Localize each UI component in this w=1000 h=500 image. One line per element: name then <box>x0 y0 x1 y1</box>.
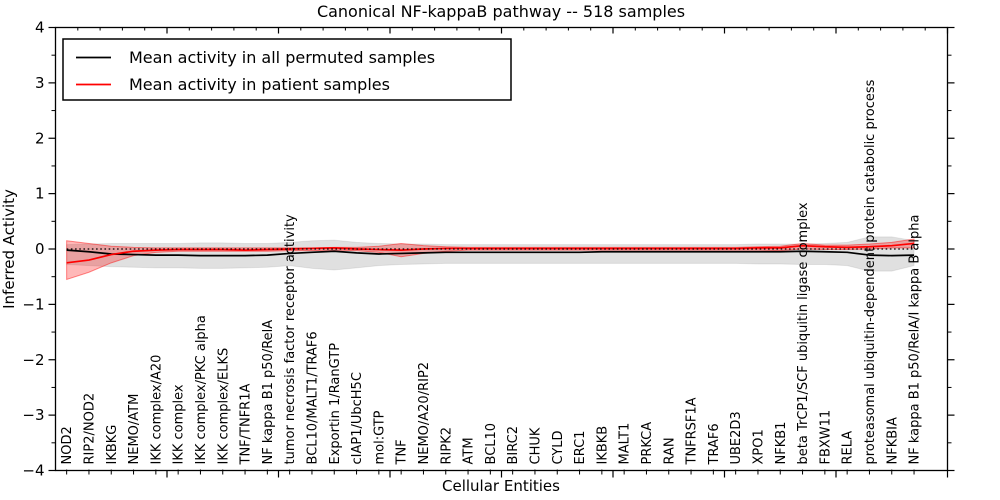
x-category-label: IKBKG <box>105 425 120 465</box>
x-category-label: IKK complex <box>172 384 187 464</box>
y-tick-label: −4 <box>22 462 44 480</box>
x-category-label: RELA <box>841 431 856 465</box>
y-tick-label: 0 <box>35 240 45 258</box>
x-category-label: NF kappa B1 p50/RelA <box>261 320 276 465</box>
y-tick-label: 3 <box>35 74 45 92</box>
axes-layer <box>48 26 955 478</box>
x-category-label: PRKCA <box>640 422 655 465</box>
x-category-label: NFKB1 <box>774 422 789 465</box>
x-category-label: IKK complex/ELKS <box>216 348 231 465</box>
x-category-label: BIRC2 <box>506 426 521 465</box>
legend-box <box>62 38 512 101</box>
lines-layer <box>66 242 915 264</box>
x-category-label: RIPK2 <box>439 427 454 465</box>
line-permuted_mean <box>66 249 915 257</box>
x-category-label: mol:GTP <box>372 410 387 464</box>
x-axis-label: Cellular Entities <box>442 477 560 495</box>
x-category-label: NFKBIA <box>885 417 900 464</box>
y-tick-label: 1 <box>35 185 45 203</box>
legend: Mean activity in all permuted samples Me… <box>62 38 512 101</box>
x-category-label: NOD2 <box>60 426 75 464</box>
x-category-label: BCL10/MALT1/TRAF6 <box>305 331 320 464</box>
x-category-label: beta TrCP1/SCF ubiquitin ligase complex <box>796 202 811 464</box>
x-category-label: ERC1 <box>573 431 588 465</box>
x-category-label: TNF <box>395 439 410 465</box>
x-category-label: RAN <box>662 437 677 464</box>
x-category-label: NEMO/ATM <box>127 394 142 465</box>
y-tick-label: −2 <box>22 351 44 369</box>
y-axis-label: Inferred Activity <box>0 189 18 309</box>
y-tick-label: −3 <box>22 406 44 424</box>
x-category-label: TNFRSF1A <box>685 397 700 465</box>
x-category-label: CHUK <box>528 427 543 464</box>
x-category-label: Exportin 1/RanGTP <box>328 343 343 465</box>
x-category-label: RIP2/NOD2 <box>82 393 97 465</box>
y-tick-label: −1 <box>22 295 44 313</box>
x-category-label: FBXW11 <box>818 410 833 465</box>
x-category-label: IKK complex/A20 <box>149 355 164 465</box>
tick-labels-layer: 4 3 2 1 0 −1 −2 −3 −4 NOD2 RIP2/NOD2 IKBKG NEMO/ATM I… <box>22 19 922 480</box>
y-tick-label: 2 <box>35 129 45 147</box>
x-category-label: MALT1 <box>618 423 633 465</box>
x-category-label: TRAF6 <box>707 423 722 465</box>
y-tick-label: 4 <box>35 19 45 37</box>
x-category-label: proteasomal ubiquitin-dependent protein … <box>863 79 878 464</box>
x-category-label: CYLD <box>551 430 566 464</box>
x-category-label: IKK complex/PKC alpha <box>194 315 209 464</box>
line-patient_mean <box>66 242 915 264</box>
legend-label-patient: Mean activity in patient samples <box>129 75 390 94</box>
legend-label-permuted: Mean activity in all permuted samples <box>129 48 435 67</box>
x-category-label: cIAP1/UbcH5C <box>350 372 365 464</box>
x-category-label: BCL10 <box>484 423 499 465</box>
band-permuted_range <box>66 236 915 272</box>
x-category-label: NF kappa B1 p50/RelA/I kappa B alpha <box>908 215 923 465</box>
x-category-label: NEMO/A20/RIP2 <box>417 362 432 465</box>
x-category-label: UBE2D3 <box>729 411 744 464</box>
chart-title: Canonical NF-kappaB pathway -- 518 sampl… <box>317 2 685 21</box>
bands-layer <box>66 236 915 281</box>
x-category-label: TNF/TNFR1A <box>239 384 254 466</box>
x-category-label: ATM <box>462 437 477 464</box>
x-category-label: XPO1 <box>751 429 766 464</box>
x-category-label: IKBKB <box>595 426 610 465</box>
x-category-label: tumor necrosis factor receptor activity <box>283 214 298 465</box>
